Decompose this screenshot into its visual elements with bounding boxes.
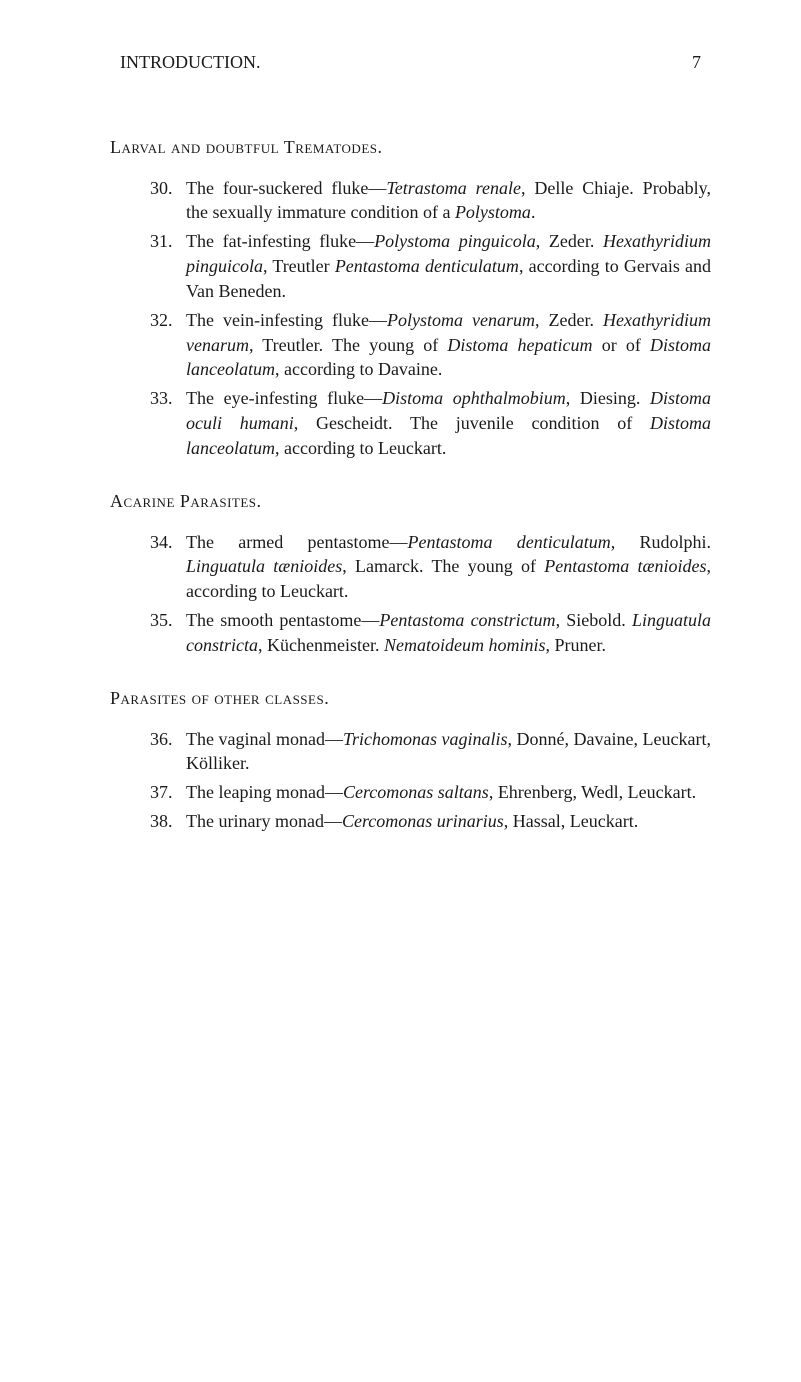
page-header: INTRODUCTION. 7 [110,50,711,75]
list-item: 30. The four-suckered fluke—Tetrastoma r… [110,176,711,226]
list-item: 31. The fat-infesting fluke—Polystoma pi… [110,229,711,303]
entry-number: 37. [150,780,182,805]
entry-number: 35. [150,608,182,658]
list-item: 34. The armed pentastome—Pentastoma dent… [110,530,711,604]
entry-number: 31. [150,229,182,303]
entry-text: The vaginal monad—Trichomonas vaginalis,… [182,727,711,777]
entry-text: The urinary monad—Cercomonas urinarius, … [182,809,711,834]
entry-number: 34. [150,530,182,604]
entry-text: The eye-infesting fluke—Distoma ophthalm… [182,386,711,460]
list-item: 37. The leaping monad—Cercomonas saltans… [110,780,711,805]
entry-text: The vein-infesting fluke—Polystoma venar… [182,308,711,382]
entry-number: 38. [150,809,182,834]
header-title: INTRODUCTION. [120,50,260,75]
entry-text: The smooth pentastome—Pentastoma constri… [182,608,711,658]
entry-number: 32. [150,308,182,382]
section-other-classes: Parasites of other classes. 36. The vagi… [110,686,711,834]
entry-number: 33. [150,386,182,460]
list-item: 38. The urinary monad—Cercomonas urinari… [110,809,711,834]
entry-text: The armed pentastome—Pentastoma denticul… [182,530,711,604]
section-heading: Parasites of other classes. [110,686,711,711]
list-item: 32. The vein-infesting fluke—Polystoma v… [110,308,711,382]
section-heading: Acarine Parasites. [110,489,711,514]
entry-text: The leaping monad—Cercomonas saltans, Eh… [182,780,711,805]
entry-number: 30. [150,176,182,226]
page-number: 7 [692,50,701,75]
entry-number: 36. [150,727,182,777]
list-item: 35. The smooth pentastome—Pentastoma con… [110,608,711,658]
entry-text: The four-suckered fluke—Tetrastoma renal… [182,176,711,226]
document-page: INTRODUCTION. 7 Larval and doubtful Trem… [0,0,801,878]
entry-text: The fat-infesting fluke—Polystoma pingui… [182,229,711,303]
section-heading: Larval and doubtful Trematodes. [110,135,711,160]
section-acarine: Acarine Parasites. 34. The armed pentast… [110,489,711,658]
list-item: 36. The vaginal monad—Trichomonas vagina… [110,727,711,777]
section-larval: Larval and doubtful Trematodes. 30. The … [110,135,711,461]
list-item: 33. The eye-infesting fluke—Distoma opht… [110,386,711,460]
